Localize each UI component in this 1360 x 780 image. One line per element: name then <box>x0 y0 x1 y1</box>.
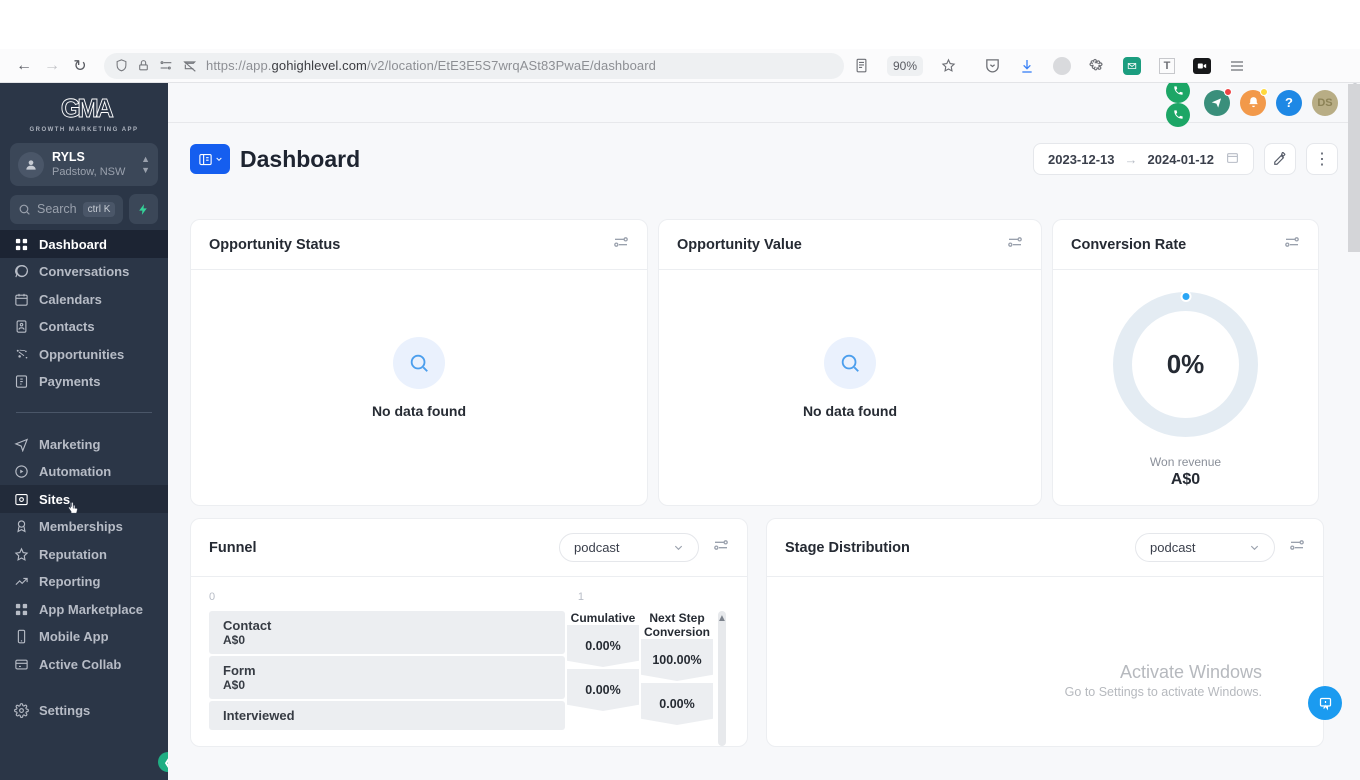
svg-text:GMA: GMA <box>61 95 113 123</box>
